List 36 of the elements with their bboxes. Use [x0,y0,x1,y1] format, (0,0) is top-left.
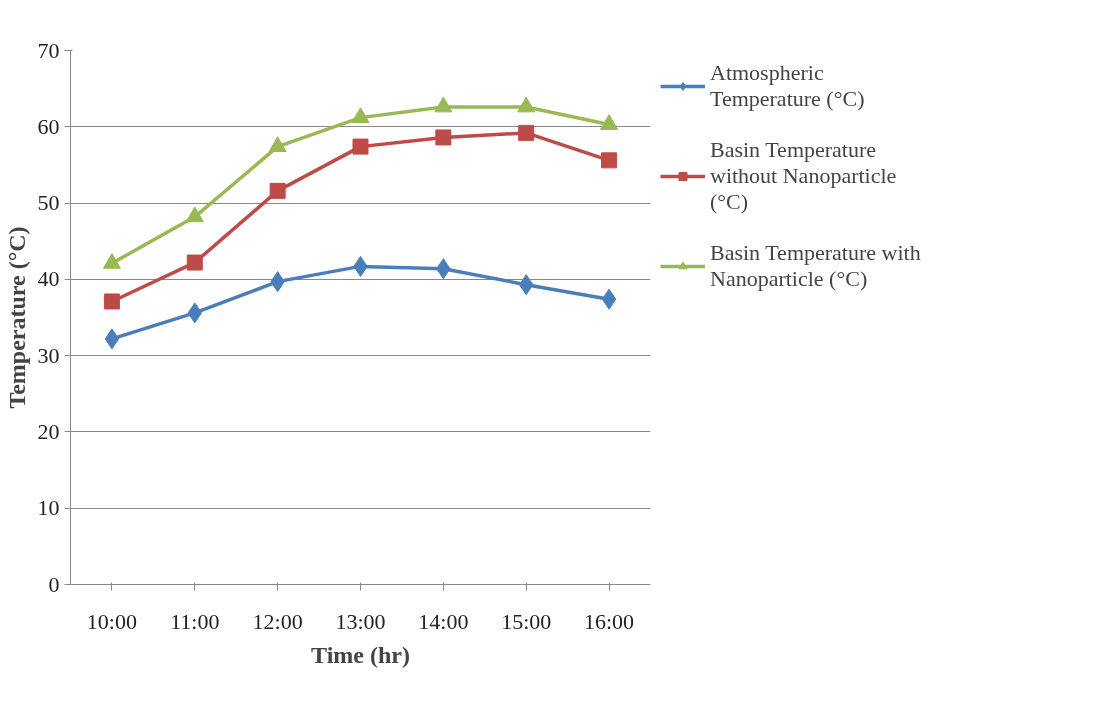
point [185,206,204,223]
point [269,182,286,199]
legend-label: Basin Temperature without Nanoparticle (°C) [710,137,897,215]
legend-label: Basin Temperature with Nanoparticle (°C) [710,240,921,292]
y-tick-label: 30 [37,342,60,368]
x-tick-label: 12:00 [252,608,303,634]
legend-label: Atmospheric Temperature (°C) [710,60,865,112]
point [517,96,536,113]
point [103,293,120,310]
x-tick-label: 11:00 [170,608,220,634]
y-tick-label: 40 [37,266,60,292]
x-tick-label: 14:00 [418,608,469,634]
x-tick-label: 10:00 [86,608,137,634]
y-axis-title: Temperature (°C) [3,226,30,409]
x-axis-title: Time (hr) [311,641,410,668]
x-tick-label: 13:00 [335,608,386,634]
y-tick-label: 50 [37,190,60,216]
point [186,254,203,271]
y-tick-label: 10 [37,495,60,521]
x-tick-label: 15:00 [501,608,552,634]
point [268,136,287,153]
point [104,328,120,350]
y-tick-label: 70 [37,37,60,63]
point [351,107,370,124]
point [601,288,617,310]
y-tick-label: 20 [37,418,60,444]
y-tick-label: 0 [48,571,60,597]
point [435,129,452,146]
point [600,114,619,130]
point [352,138,369,155]
y-tick-label: 60 [37,113,60,139]
point [601,152,618,169]
point [102,253,121,269]
x-tick-label: 16:00 [584,608,635,634]
point [434,96,453,113]
point [518,124,535,141]
